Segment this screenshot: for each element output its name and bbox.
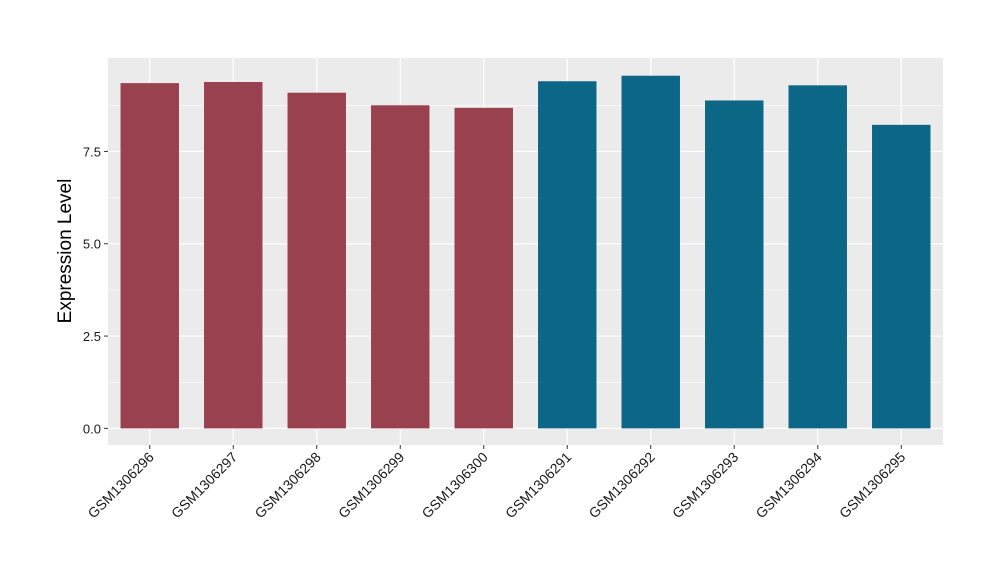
bar-GSM1306297: [204, 82, 263, 429]
bar-GSM1306295: [872, 124, 931, 429]
x-tick-label: GSM1306291: [502, 449, 575, 522]
x-axis: GSM1306296 GSM1306297 GSM1306298 GSM1306299…: [84, 445, 909, 522]
bar-GSM1306294: [788, 85, 847, 429]
bar-GSM1306298: [287, 92, 346, 429]
x-tick-label: GSM1306299: [335, 449, 408, 522]
x-tick-label: GSM1306294: [752, 449, 825, 522]
y-tick-label: 7.5: [83, 144, 101, 159]
bars: [120, 75, 931, 429]
x-tick-label: GSM1306300: [418, 449, 491, 522]
y-tick-label: 5.0: [83, 237, 101, 252]
bar-GSM1306300: [454, 107, 513, 429]
y-tick-label: 2.5: [83, 329, 101, 344]
x-tick-label: GSM1306292: [585, 449, 658, 522]
y-tick-label: 0.0: [83, 421, 101, 436]
x-tick-label: GSM1306295: [836, 449, 909, 522]
x-tick-label: GSM1306293: [669, 449, 742, 522]
x-tick-label: GSM1306298: [251, 449, 324, 522]
bar-GSM1306291: [538, 81, 597, 429]
bar-GSM1306293: [705, 100, 764, 429]
bar-GSM1306296: [120, 83, 179, 429]
x-tick-label: GSM1306297: [168, 449, 241, 522]
bar-GSM1306299: [371, 105, 430, 429]
y-axis: 0.0 2.5 5.0 7.5: [83, 144, 108, 436]
y-axis-title: Expression Level: [55, 179, 76, 324]
x-tick-label: GSM1306296: [84, 449, 157, 522]
bar-GSM1306292: [621, 75, 680, 429]
